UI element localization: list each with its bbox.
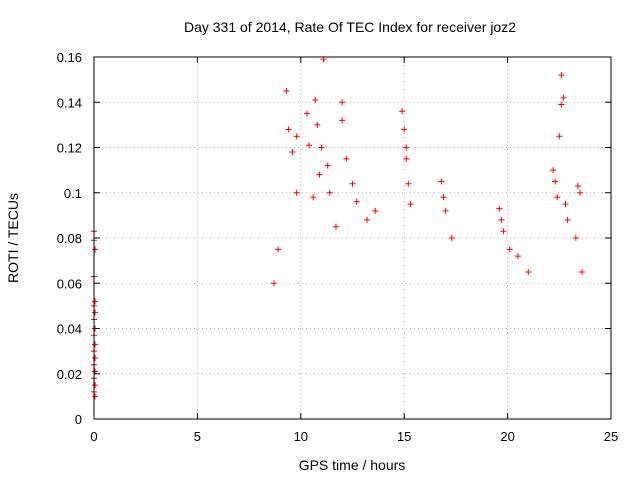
data-point: [442, 207, 449, 214]
data-point: [304, 110, 311, 117]
y-tick-label: 0.1: [64, 186, 82, 201]
data-point: [293, 133, 300, 140]
data-point: [285, 126, 292, 133]
data-point: [572, 235, 579, 241]
data-point: [326, 189, 333, 196]
x-tick-label: 10: [294, 429, 308, 444]
data-point: [556, 133, 563, 140]
data-point: [560, 94, 567, 101]
data-point: [372, 207, 379, 214]
data-point: [448, 235, 455, 241]
data-point: [92, 309, 99, 316]
data-point: [92, 393, 99, 400]
data-point: [496, 205, 503, 212]
data-point: [310, 194, 317, 201]
data-point: [558, 72, 565, 79]
grid-layer: [94, 57, 611, 419]
data-point: [525, 268, 532, 275]
data-point: [399, 108, 406, 115]
data-point: [92, 246, 99, 253]
data-point: [401, 126, 408, 133]
data-point: [306, 142, 313, 149]
data-point: [92, 382, 99, 389]
data-point: [403, 155, 410, 162]
data-point: [440, 194, 447, 201]
data-point: [339, 117, 346, 124]
data-point: [353, 198, 360, 205]
data-point: [283, 87, 290, 94]
data-point: [405, 180, 412, 187]
data-point: [92, 354, 99, 361]
data-point: [576, 189, 583, 196]
data-point: [332, 223, 339, 230]
plot-frame: [93, 56, 612, 420]
y-tick-label: 0.12: [57, 141, 82, 156]
data-point: [407, 201, 414, 208]
data-point: [349, 180, 356, 187]
data-point: [92, 341, 99, 348]
data-point: [324, 162, 331, 169]
data-point: [558, 101, 565, 108]
data-point: [574, 182, 581, 189]
x-tick-labels: 0 5 10 15 20 25: [90, 429, 618, 444]
data-point: [554, 194, 561, 201]
data-point: [514, 253, 521, 260]
data-point: [270, 280, 277, 287]
x-tick-label: 25: [604, 429, 618, 444]
data-point: [312, 96, 319, 103]
data-point: [498, 216, 505, 223]
y-tick-label: 0.02: [57, 367, 82, 382]
y-tick-label: 0.14: [57, 95, 82, 110]
data-point: [506, 246, 513, 253]
data-point: [500, 228, 507, 235]
data-point: [552, 178, 559, 185]
y-tick-label: 0.06: [57, 276, 82, 291]
y-tick-label: 0.16: [57, 50, 82, 65]
data-point: [318, 144, 325, 151]
x-tick-label: 15: [397, 429, 411, 444]
chart-title: Day 331 of 2014, Rate Of TEC Index for r…: [184, 19, 516, 35]
x-axis-title: GPS time / hours: [299, 457, 406, 473]
data-point: [293, 189, 300, 196]
data-point: [316, 171, 323, 178]
data-point: [339, 99, 346, 106]
data-point: [403, 144, 410, 151]
x-tick-label: 5: [194, 429, 201, 444]
data-point: [92, 298, 99, 305]
tick-layer: [93, 56, 612, 420]
x-tick-label: 20: [500, 429, 514, 444]
x-tick-label: 0: [90, 429, 97, 444]
data-point: [314, 121, 321, 128]
data-point: [289, 149, 296, 156]
y-tick-label: 0: [75, 412, 82, 427]
data-point: [562, 201, 569, 208]
data-point: [579, 268, 586, 275]
data-point: [550, 167, 557, 174]
y-axis-title: ROTI / TECUs: [5, 193, 21, 283]
data-point: [275, 246, 282, 253]
y-tick-label: 0.08: [57, 231, 82, 246]
data-point: [564, 216, 571, 223]
data-point: [363, 216, 370, 223]
data-point: [343, 155, 350, 162]
points-layer: [91, 56, 586, 400]
y-tick-labels: 0 0.02 0.04 0.06 0.08 0.1 0.12 0.14 0.16: [57, 50, 82, 427]
data-point: [438, 178, 445, 185]
y-tick-label: 0.04: [57, 322, 82, 337]
